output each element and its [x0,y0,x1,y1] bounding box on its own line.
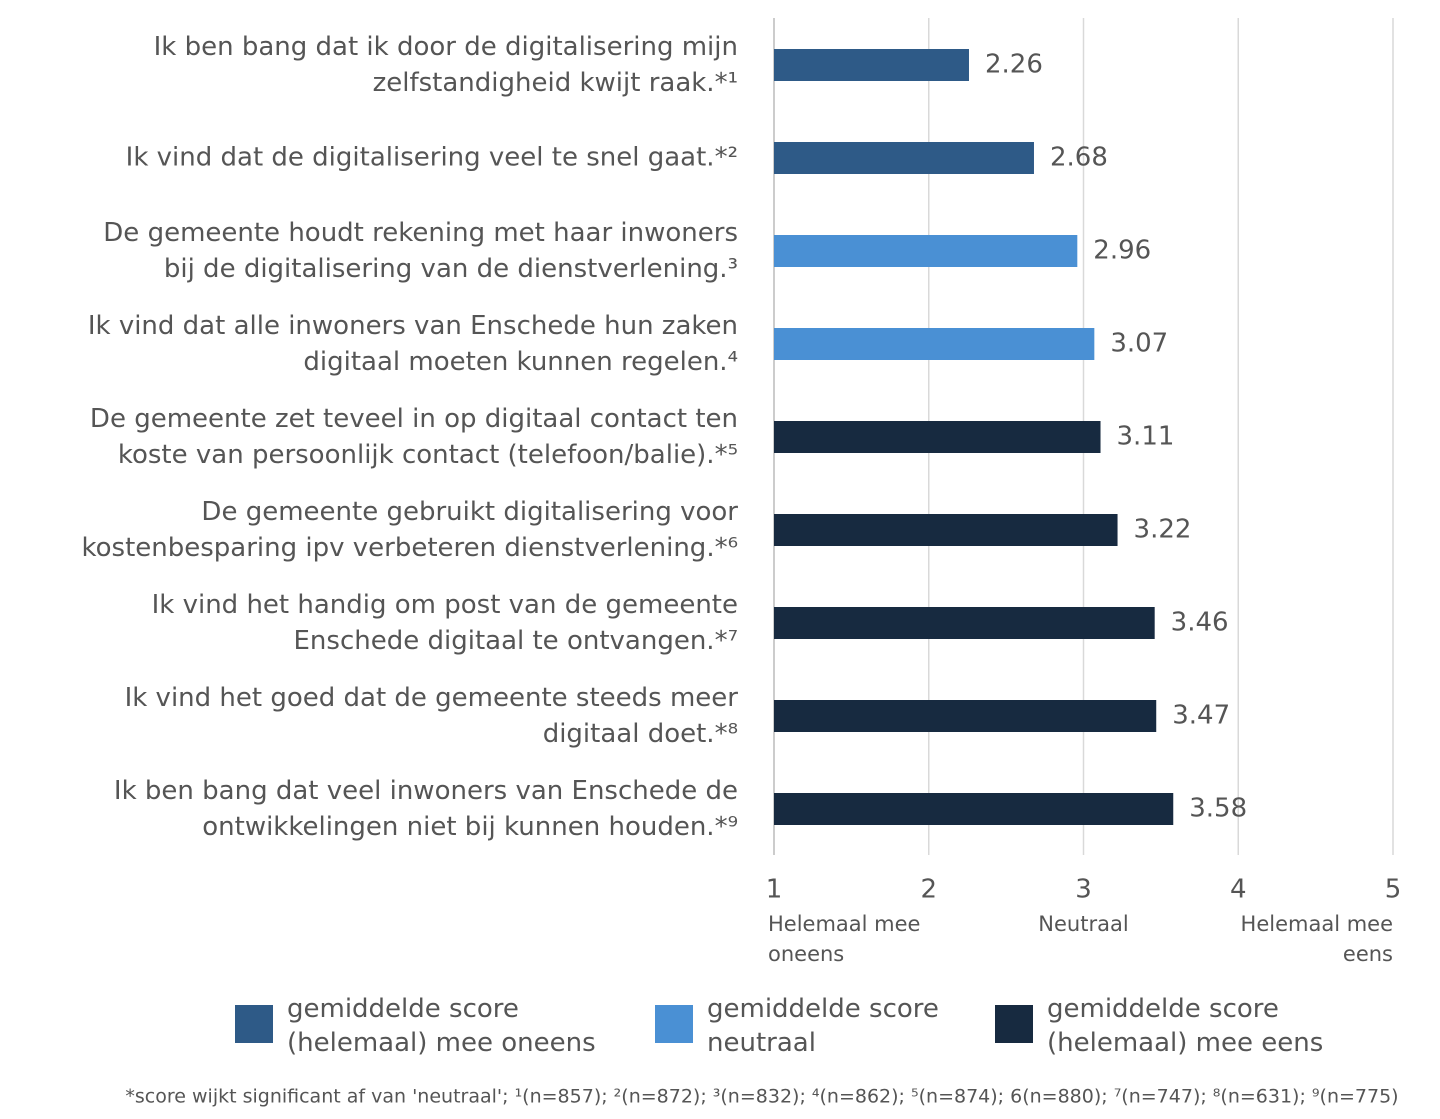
category-label: Ik ben bang dat ik door de digitaliserin… [154,32,738,98]
legend-label: gemiddelde score neutraal [707,994,939,1058]
legend-label: gemiddelde score (helemaal) mee oneens [287,994,596,1058]
bar [774,514,1118,546]
category-label: Ik vind dat alle inwoners van Enschede h… [88,311,738,377]
value-label: 3.22 [1134,515,1192,545]
scale-label: Neutraal [1038,912,1128,936]
category-label: Ik vind dat de digitalisering veel te sn… [126,143,738,173]
x-tick-label: 4 [1230,875,1247,905]
category-label: Ik vind het goed dat de gemeente steeds … [125,683,739,749]
category-label: De gemeente gebruikt digitalisering voor… [82,497,739,563]
category-label: De gemeente zet teveel in op digitaal co… [90,404,738,470]
value-label: 3.58 [1189,794,1247,824]
scale-label: Helemaal mee oneens [768,912,920,966]
category-label: Ik vind het handig om post van de gemeen… [152,590,738,656]
x-tick-label: 1 [766,875,783,905]
value-label: 3.46 [1171,608,1229,638]
bar [774,793,1174,825]
bar [774,49,969,81]
bar [774,607,1155,639]
footnote: *score wijkt significant af van 'neutraa… [125,1086,1398,1108]
value-label: 2.26 [985,50,1043,80]
value-label: 2.68 [1050,143,1108,173]
value-label: 3.07 [1110,329,1168,359]
scale-label: Helemaal mee eens [1241,912,1393,966]
x-tick-label: 2 [920,875,937,905]
bar [774,328,1095,360]
bar [774,421,1101,453]
legend-swatch [995,1005,1033,1043]
x-tick-label: 5 [1385,875,1402,905]
value-label: 3.11 [1117,422,1175,452]
bar [774,142,1034,174]
category-label: De gemeente houdt rekening met haar inwo… [103,218,738,284]
bar [774,235,1078,267]
legend-swatch [655,1005,693,1043]
bar [774,700,1157,732]
category-label: Ik ben bang dat veel inwoners van Ensche… [114,776,738,842]
legend-label: gemiddelde score (helemaal) mee eens [1047,994,1323,1058]
legend-swatch [235,1005,273,1043]
value-label: 2.96 [1093,236,1151,266]
value-label: 3.47 [1172,701,1230,731]
x-tick-label: 3 [1075,875,1092,905]
